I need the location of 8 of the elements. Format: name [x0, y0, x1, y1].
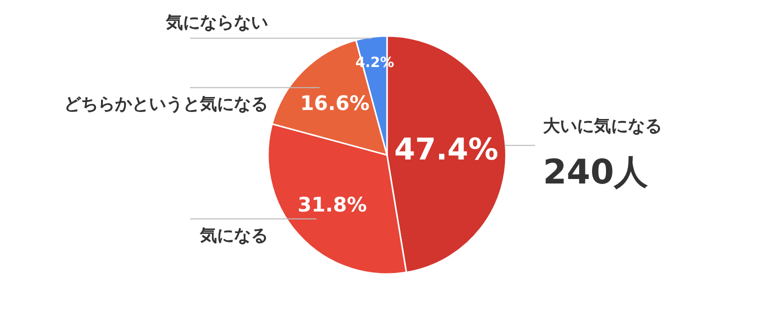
data-label: 16.6%: [300, 90, 370, 115]
text: 240人: [543, 152, 649, 192]
data-label: 31.8%: [298, 192, 367, 216]
slice-label: どちらかというと気になる: [64, 94, 268, 115]
slice-label: 気になる: [199, 226, 268, 246]
slice-label: 大いに気になる: [543, 116, 662, 136]
data-label: 47.4%: [394, 132, 498, 168]
slice-label: 気にならない: [165, 13, 268, 34]
